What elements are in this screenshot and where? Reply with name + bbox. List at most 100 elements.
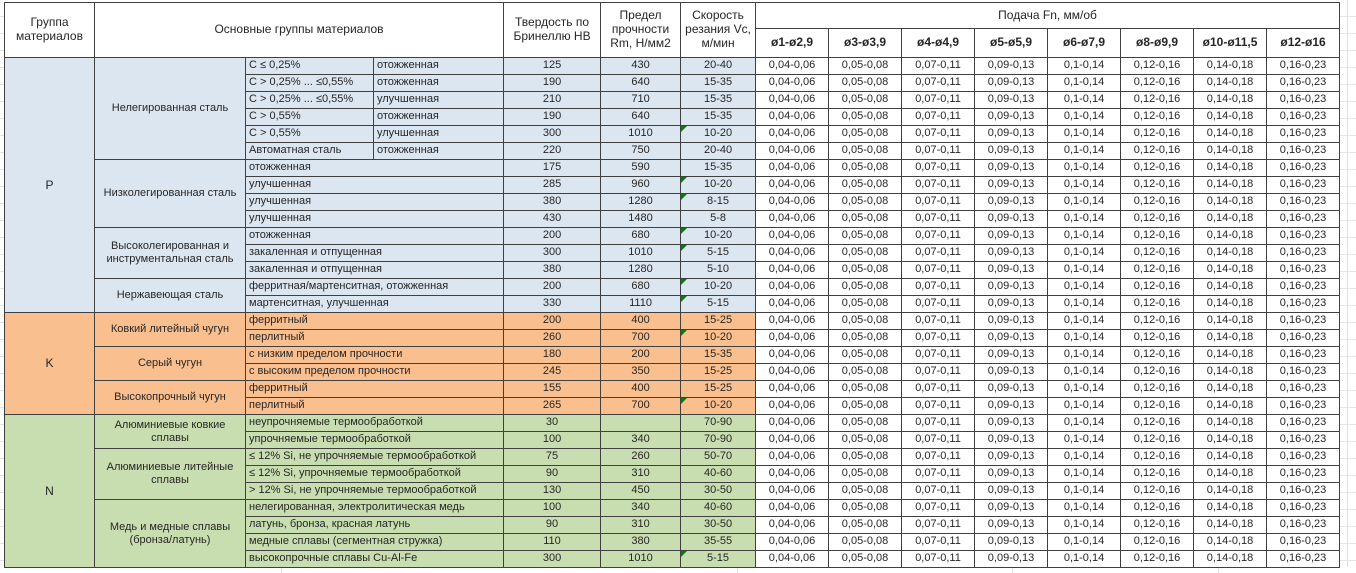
tensile-strength-cell[interactable]: 590 [600,159,682,177]
feed-value-cell[interactable]: 0,05-0,08 [828,312,903,330]
feed-value-cell[interactable]: 0,09-0,13 [974,142,1049,160]
material-state-cell[interactable]: закаленная и отпущенная [244,244,505,262]
tensile-strength-cell[interactable]: 340 [600,499,682,517]
header-diameter-range[interactable]: ø4-ø4,9 [901,28,976,58]
feed-value-cell[interactable]: 0,04-0,06 [755,74,830,92]
tensile-strength-cell[interactable]: 310 [600,465,682,483]
tensile-strength-cell[interactable]: 750 [600,142,682,160]
cutting-speed-cell[interactable]: 10-20 [680,397,757,415]
feed-value-cell[interactable]: 0,16-0,23 [1266,295,1341,313]
feed-value-cell[interactable]: 0,07-0,11 [901,448,976,466]
hardness-hb-cell[interactable]: 190 [503,74,602,92]
carbon-content-cell[interactable]: C ≤ 0,25% [245,57,374,75]
feed-value-cell[interactable]: 0,14-0,18 [1193,363,1268,381]
feed-value-cell[interactable]: 0,16-0,23 [1266,448,1341,466]
feed-value-cell[interactable]: 0,1-0,14 [1047,244,1122,262]
cutting-speed-cell[interactable]: 5-8 [680,210,757,228]
feed-value-cell[interactable]: 0,07-0,11 [901,380,976,398]
feed-value-cell[interactable]: 0,05-0,08 [828,295,903,313]
feed-value-cell[interactable]: 0,1-0,14 [1047,414,1122,432]
hardness-hb-cell[interactable]: 180 [503,346,602,364]
feed-value-cell[interactable]: 0,16-0,23 [1266,57,1341,75]
feed-value-cell[interactable]: 0,09-0,13 [974,414,1049,432]
feed-value-cell[interactable]: 0,14-0,18 [1193,244,1268,262]
feed-value-cell[interactable]: 0,09-0,13 [974,74,1049,92]
tensile-strength-cell[interactable]: 380 [600,533,682,551]
feed-value-cell[interactable]: 0,12-0,16 [1120,448,1195,466]
hardness-hb-cell[interactable]: 285 [503,176,602,194]
feed-value-cell[interactable]: 0,1-0,14 [1047,312,1122,330]
feed-value-cell[interactable]: 0,12-0,16 [1120,414,1195,432]
feed-value-cell[interactable]: 0,16-0,23 [1266,227,1341,245]
feed-value-cell[interactable]: 0,04-0,06 [755,176,830,194]
feed-value-cell[interactable]: 0,14-0,18 [1193,159,1268,177]
feed-value-cell[interactable]: 0,09-0,13 [974,312,1049,330]
feed-value-cell[interactable]: 0,1-0,14 [1047,482,1122,500]
feed-value-cell[interactable]: 0,16-0,23 [1266,142,1341,160]
feed-value-cell[interactable]: 0,05-0,08 [828,108,903,126]
hardness-hb-cell[interactable]: 130 [503,482,602,500]
feed-value-cell[interactable]: 0,05-0,08 [828,533,903,551]
feed-value-cell[interactable]: 0,05-0,08 [828,329,903,347]
feed-value-cell[interactable]: 0,1-0,14 [1047,91,1122,109]
feed-value-cell[interactable]: 0,04-0,06 [755,261,830,279]
feed-value-cell[interactable]: 0,09-0,13 [974,193,1049,211]
feed-value-cell[interactable]: 0,16-0,23 [1266,159,1341,177]
feed-value-cell[interactable]: 0,04-0,06 [755,91,830,109]
feed-value-cell[interactable]: 0,09-0,13 [974,431,1049,449]
feed-value-cell[interactable]: 0,07-0,11 [901,346,976,364]
feed-value-cell[interactable]: 0,05-0,08 [828,159,903,177]
cutting-speed-cell[interactable]: 15-35 [680,108,757,126]
feed-value-cell[interactable]: 0,14-0,18 [1193,227,1268,245]
feed-value-cell[interactable]: 0,07-0,11 [901,227,976,245]
material-state-cell[interactable]: отожженная [244,227,505,245]
feed-value-cell[interactable]: 0,12-0,16 [1120,482,1195,500]
material-state-cell[interactable]: неупрочняемые термообработкой [244,414,505,432]
header-diameter-range[interactable]: ø10-ø11,5 [1193,28,1268,58]
feed-value-cell[interactable]: 0,14-0,18 [1193,329,1268,347]
material-state-cell[interactable]: закаленная и отпущенная [244,261,505,279]
cutting-speed-cell[interactable]: 10-20 [680,125,757,143]
cutting-speed-cell[interactable]: 5-15 [680,244,757,262]
hardness-hb-cell[interactable]: 300 [503,125,602,143]
group-letter-cell[interactable]: N [4,414,95,568]
feed-value-cell[interactable]: 0,12-0,16 [1120,295,1195,313]
feed-value-cell[interactable]: 0,14-0,18 [1193,57,1268,75]
header-diameter-range[interactable]: ø3-ø3,9 [828,28,903,58]
feed-value-cell[interactable]: 0,14-0,18 [1193,516,1268,534]
tensile-strength-cell[interactable]: 1010 [600,244,682,262]
feed-value-cell[interactable]: 0,04-0,06 [755,533,830,551]
feed-value-cell[interactable]: 0,12-0,16 [1120,57,1195,75]
feed-value-cell[interactable]: 0,09-0,13 [974,295,1049,313]
hardness-hb-cell[interactable]: 210 [503,91,602,109]
feed-value-cell[interactable]: 0,07-0,11 [901,499,976,517]
feed-value-cell[interactable]: 0,1-0,14 [1047,550,1122,568]
cutting-speed-cell[interactable]: 15-35 [680,159,757,177]
material-state-cell[interactable]: с высоким пределом прочности [244,363,505,381]
feed-value-cell[interactable]: 0,14-0,18 [1193,142,1268,160]
feed-value-cell[interactable]: 0,04-0,06 [755,499,830,517]
feed-value-cell[interactable]: 0,05-0,08 [828,261,903,279]
feed-value-cell[interactable]: 0,14-0,18 [1193,278,1268,296]
material-family-cell[interactable]: Ковкий литейный чугун [94,312,246,347]
tensile-strength-cell[interactable]: 680 [600,278,682,296]
feed-value-cell[interactable]: 0,05-0,08 [828,244,903,262]
material-state-cell[interactable]: мартенситная, улучшенная [244,295,505,313]
feed-value-cell[interactable]: 0,04-0,06 [755,159,830,177]
feed-value-cell[interactable]: 0,04-0,06 [755,125,830,143]
feed-value-cell[interactable]: 0,09-0,13 [974,91,1049,109]
feed-value-cell[interactable]: 0,09-0,13 [974,363,1049,381]
feed-value-cell[interactable]: 0,14-0,18 [1193,482,1268,500]
tensile-strength-cell[interactable]: 1110 [600,295,682,313]
cutting-speed-cell[interactable]: 5-10 [680,261,757,279]
hardness-hb-cell[interactable]: 260 [503,329,602,347]
material-family-cell[interactable]: Нелегированная сталь [94,57,246,160]
feed-value-cell[interactable]: 0,05-0,08 [828,74,903,92]
feed-value-cell[interactable]: 0,04-0,06 [755,193,830,211]
feed-value-cell[interactable]: 0,1-0,14 [1047,74,1122,92]
feed-value-cell[interactable]: 0,14-0,18 [1193,108,1268,126]
feed-value-cell[interactable]: 0,16-0,23 [1266,397,1341,415]
feed-value-cell[interactable]: 0,07-0,11 [901,312,976,330]
hardness-hb-cell[interactable]: 430 [503,210,602,228]
cutting-speed-cell[interactable]: 70-90 [680,431,757,449]
